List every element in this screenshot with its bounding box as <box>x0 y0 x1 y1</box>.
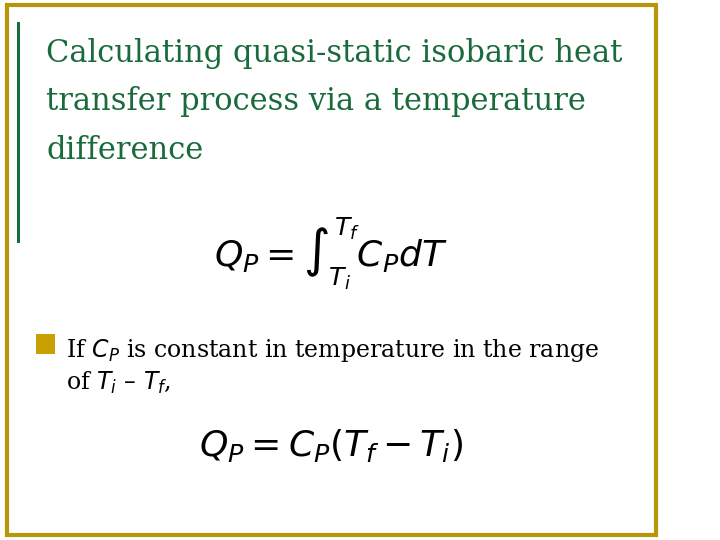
FancyBboxPatch shape <box>37 334 55 354</box>
Text: of $T_i$ – $T_f$,: of $T_i$ – $T_f$, <box>66 370 171 396</box>
Text: If $C_P$ is constant in temperature in the range: If $C_P$ is constant in temperature in t… <box>66 338 599 364</box>
Text: difference: difference <box>46 135 204 166</box>
Text: Calculating quasi-static isobaric heat: Calculating quasi-static isobaric heat <box>46 38 623 69</box>
Text: transfer process via a temperature: transfer process via a temperature <box>46 86 586 117</box>
FancyBboxPatch shape <box>17 22 20 243</box>
Text: $Q_P = C_P \left(T_f - T_i\right)$: $Q_P = C_P \left(T_f - T_i\right)$ <box>199 427 463 464</box>
Text: $Q_P = \int_{T_i}^{T_f} C_P dT$: $Q_P = \int_{T_i}^{T_f} C_P dT$ <box>215 216 448 292</box>
